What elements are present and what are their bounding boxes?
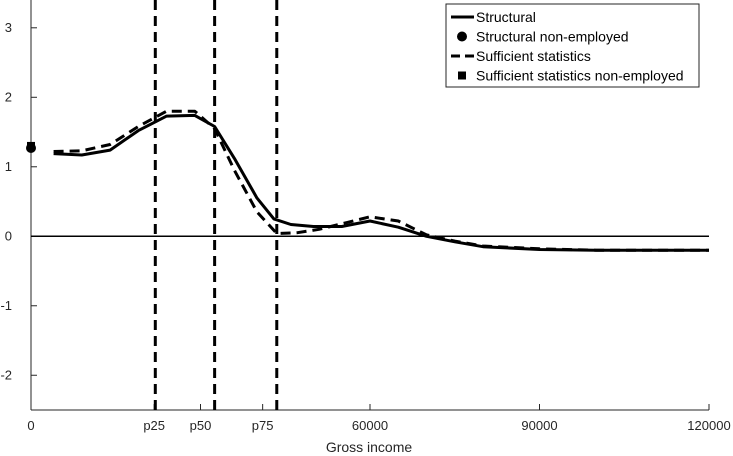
y-tick-label: 1: [5, 159, 12, 174]
x-tick-label: p75: [252, 418, 274, 433]
y-tick-label: 3: [5, 20, 12, 35]
x-tick-label: 120000: [687, 418, 730, 433]
non-employed-markers: [26, 141, 36, 154]
legend-square-swatch: [458, 71, 466, 80]
series-group: [53, 109, 709, 252]
legend-circle-swatch: [457, 31, 467, 42]
y-tick-label: -2: [0, 367, 12, 382]
legend: Structural Structural non-employed Suffici…: [445, 3, 700, 88]
x-tick-label: p50: [190, 418, 212, 433]
x-axis-label: Gross income: [326, 439, 413, 455]
y-tick-label: 0: [5, 228, 12, 243]
structural-line: [53, 113, 709, 252]
percentile-lines: [153, 0, 279, 410]
sufficient-statistics-line: [53, 109, 709, 252]
y-tick-label: 2: [5, 89, 12, 104]
tick-labels: 3 2 1 0 -1 -2 0 p25 p50 p75 60000 90000 120000: [0, 20, 730, 433]
legend-label: Structural: [476, 9, 536, 25]
legend-label: Sufficient statistics non-employed: [476, 68, 684, 84]
x-tick-label: p25: [143, 418, 165, 433]
x-tick-label: 90000: [521, 418, 557, 433]
sufficient-statistics-non-employed-point: [27, 141, 35, 150]
legend-box: [445, 3, 700, 88]
x-tick-label: 60000: [352, 418, 388, 433]
y-tick-label: -1: [0, 298, 12, 313]
legend-label: Sufficient statistics: [476, 48, 591, 64]
legend-label: Structural non-employed: [476, 29, 629, 45]
x-tick-label: 0: [27, 418, 34, 433]
